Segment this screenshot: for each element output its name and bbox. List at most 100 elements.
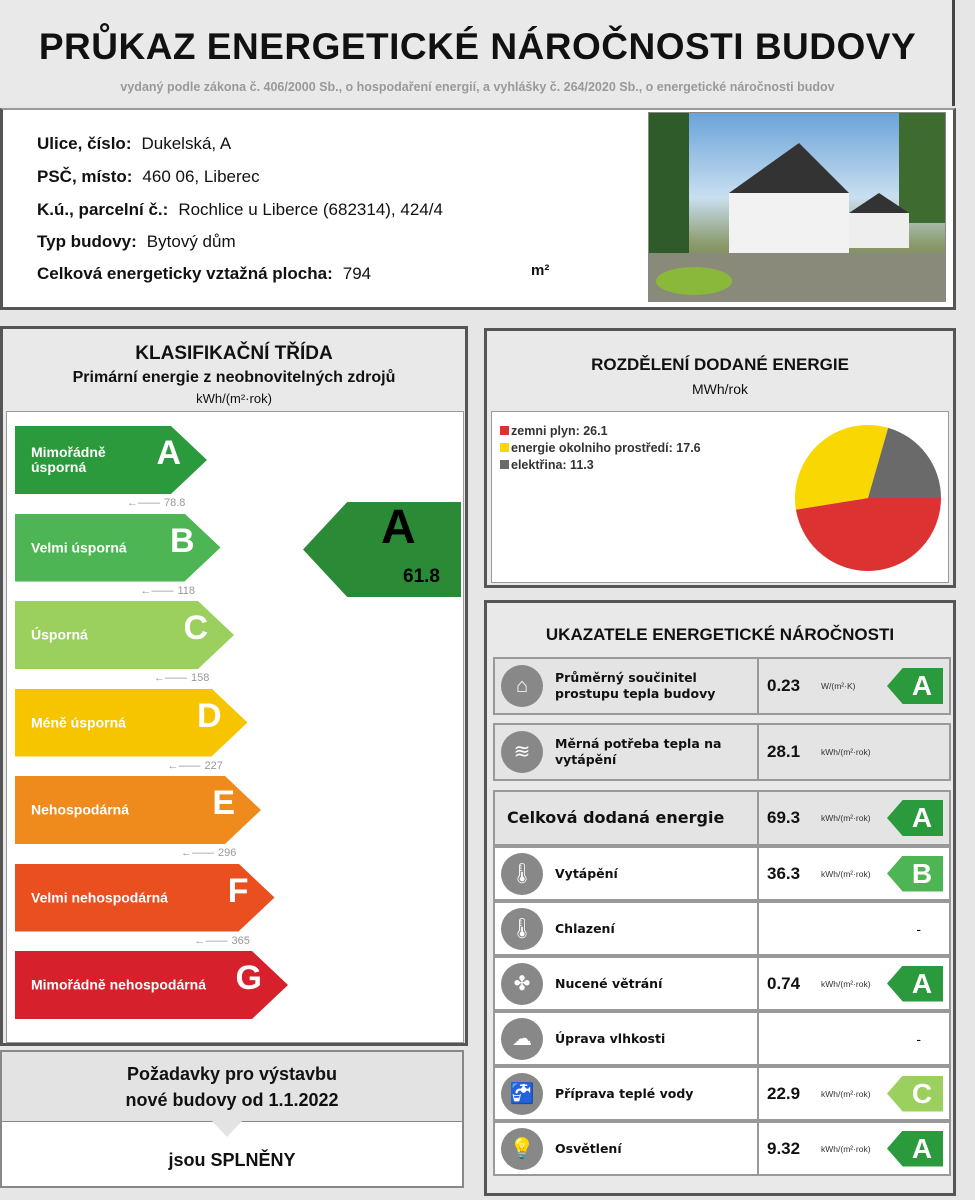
indicator-label: Průměrný součinitel prostupu tepla budov… [555, 670, 716, 701]
indicator-label-cell: ⌂ Průměrný součinitel prostupu tepla budo… [495, 659, 759, 713]
class-threshold-arrow-icon: ←—— [167, 759, 201, 772]
info-label: Typ budovy: [37, 232, 137, 251]
indicator-class-badge: A [887, 800, 943, 836]
class-threshold: 78.8 [164, 497, 186, 509]
class-label: Mimořádně úsporná [31, 444, 106, 475]
indicator-row: ☁ Úprava vlhkosti - [493, 1011, 951, 1066]
class-letter: D [196, 696, 222, 735]
indicator-class-badge: A [887, 668, 943, 704]
pie-slice-0 [795, 498, 941, 571]
humidity-icon: ☁ [501, 1017, 543, 1060]
class-label: Úsporná [31, 626, 88, 643]
indicator-label-cell: 🌡 Chlazení [495, 903, 759, 954]
house-icon: ⌂ [501, 665, 543, 707]
class-letter: A [156, 434, 181, 472]
energy-distribution-panel: ROZDĚLENÍ DODANÉ ENERGIE MWh/rok zemni p… [484, 328, 956, 588]
faucet-icon: 🚰 [501, 1072, 543, 1115]
classification-panel: KLASIFIKAČNÍ TŘÍDA Primární energie z ne… [0, 326, 468, 1046]
indicator-empty: - [916, 920, 921, 937]
indicator-value: 36.3 [767, 863, 801, 883]
class-letter: G [235, 959, 262, 997]
indicator-class-badge: C [887, 1075, 943, 1112]
indicator-row: ✤ Nucené větrání 0.74 kWh/(m²·rok) A [493, 956, 951, 1011]
class-scale: A 61.8 Mimořádně úsporná A ←—— 78.8 Velmi ús… [6, 411, 464, 1043]
indicator-unit: kWh/(m²·rok) [821, 747, 871, 757]
indicator-value: 69.3 [767, 808, 801, 827]
class-label: Nehospodárná [31, 801, 130, 818]
rating-arrow: A 61.8 [303, 502, 461, 597]
legend-label: zemni plyn: 26.1 [511, 424, 608, 438]
thermometer-minus-icon: 🌡 [501, 907, 543, 950]
requirements-result: jsou SPLNĚNY [168, 1150, 296, 1170]
distribution-unit: MWh/rok [692, 381, 748, 397]
class-threshold: 118 [177, 584, 196, 597]
indicator-row: 🌡 Chlazení - [493, 901, 951, 956]
indicator-value: 0.74 [767, 973, 801, 993]
indicator-label-cell: 💡 Osvětlení [495, 1123, 759, 1174]
class-threshold-arrow-icon: ←—— [140, 584, 174, 597]
indicator-label-cell: ✤ Nucené větrání [495, 958, 759, 1009]
indicator-class-badge: A [887, 1130, 943, 1167]
class-threshold: 296 [218, 847, 237, 859]
rating-class: A [381, 501, 416, 554]
indicator-label-cell: ≋ Měrná potřeba tepla na vytápění [495, 725, 759, 779]
indicator-value: 9.32 [767, 1138, 801, 1158]
indicator-empty: - [916, 1030, 921, 1047]
building-illustration [649, 113, 945, 301]
class-label: Velmi nehospodárná [31, 889, 168, 905]
info-label: Celková energeticky vztažná plocha: [37, 264, 333, 283]
header: PRŮKAZ ENERGETICKÉ NÁROČNOSTI BUDOVY vyd… [0, 0, 955, 106]
indicator-label-cell: Celková dodaná energie [495, 792, 759, 844]
class-threshold-marker: ←—— 158 [154, 672, 209, 685]
indicator-row: 🚰 Příprava teplé vody 22.9 kWh/(m²·rok) C [493, 1066, 951, 1121]
indicator-label-cell: 🚰 Příprava teplé vody [495, 1068, 759, 1119]
info-label: K.ú., parcelní č.: [37, 200, 169, 219]
requirements-box: Požadavky pro výstavbu nové budovy od 1.… [0, 1050, 464, 1188]
info-value: Bytový dům [146, 232, 236, 251]
info-label: PSČ, místo: [37, 167, 133, 186]
class-threshold: 365 [231, 934, 250, 947]
indicator-label: Úprava vlhkosti [555, 1030, 666, 1046]
info-value: 794 [342, 264, 372, 283]
class-letter: F [227, 871, 249, 910]
info-value: Dukelská, A [141, 134, 232, 153]
class-threshold: 158 [191, 672, 210, 684]
thermometer-plus-icon: 🌡 [501, 852, 543, 895]
class-threshold: 227 [204, 759, 223, 772]
indicator-row: 💡 Osvětlení 9.32 kWh/(m²·rok) A [493, 1121, 951, 1176]
distribution-title: ROZDĚLENÍ DODANÉ ENERGIE [591, 355, 849, 374]
requirements-line1: Požadavky pro výstavbu [126, 1064, 338, 1084]
distribution-chart: zemni plyn: 26.1 energie okolniho prostře… [491, 411, 949, 583]
info-row: PSČ, místo: 460 06, Liberec [37, 167, 260, 187]
indicator-label-cell: ☁ Úprava vlhkosti [495, 1013, 759, 1064]
heat-thermometer-icon: ≋ [501, 731, 543, 773]
info-row: Celková energeticky vztažná plocha: 794 [37, 264, 371, 284]
indicator-label: Vytápění [555, 865, 618, 881]
info-unit: m² [531, 262, 550, 279]
class-threshold-arrow-icon: ←—— [127, 497, 160, 509]
indicator-label-cell: 🌡 Vytápění [495, 848, 759, 899]
indicator-unit: kWh/(m²·rok) [821, 978, 871, 989]
page-title: PRŮKAZ ENERGETICKÉ NÁROČNOSTI BUDOVY [38, 26, 917, 67]
down-arrow-icon [212, 1121, 242, 1137]
indicator-label: Celková dodaná energie [507, 808, 725, 827]
indicator-label: Příprava teplé vody [555, 1085, 694, 1101]
pie-slice-1 [795, 425, 889, 510]
class-threshold-marker: ←—— 365 [195, 935, 250, 948]
rating-value: 61.8 [403, 566, 440, 587]
indicator-value: 22.9 [767, 1083, 801, 1103]
class-label: Mimořádně nehospodárná [31, 976, 207, 993]
indicator-label: Nucené větrání [555, 975, 663, 991]
indicator-label: Chlazení [555, 920, 615, 936]
indicator-unit: kWh/(m²·rok) [821, 1088, 871, 1099]
legend-label: energie okolniho prostředí: 17.6 [511, 441, 701, 455]
light-bulb-icon: 💡 [501, 1127, 543, 1170]
class-bar-f: Velmi nehospodárná F [15, 863, 275, 932]
class-letter: B [169, 521, 195, 560]
class-bar-e: Nehospodárná E [15, 776, 261, 844]
indicator-row: Celková dodaná energie 69.3 kWh/(m²·rok) A [493, 790, 951, 846]
indicator-row: 🌡 Vytápění 36.3 kWh/(m²·rok) B [493, 846, 951, 901]
class-threshold-marker: ←—— 296 [181, 847, 236, 860]
classification-unit: kWh/(m²·rok) [196, 391, 272, 406]
indicator-class-badge: B [887, 855, 943, 892]
